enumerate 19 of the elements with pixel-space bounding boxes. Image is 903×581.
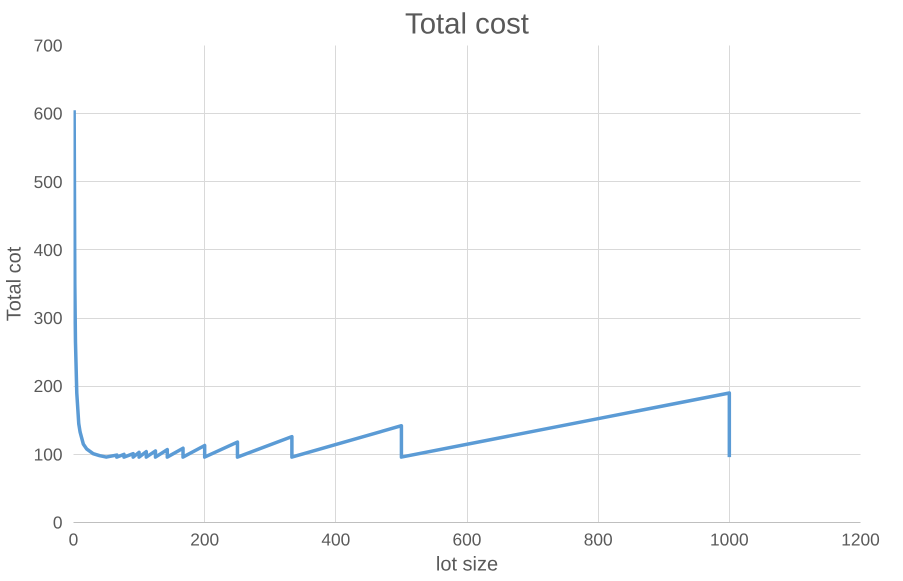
- y-tick-label: 0: [52, 512, 63, 532]
- y-tick-label: 200: [34, 376, 63, 396]
- x-tick-label: 800: [584, 530, 613, 550]
- y-tick-label: 700: [34, 36, 63, 56]
- line-series: [74, 108, 732, 459]
- y-tick-label: 600: [34, 104, 63, 124]
- x-tick-label: 200: [190, 530, 220, 550]
- y-tick-label: 500: [34, 172, 63, 192]
- x-tick-label: 400: [321, 530, 350, 550]
- x-axis-title: lot size: [436, 554, 498, 576]
- y-tick-label: 400: [34, 240, 63, 260]
- x-tick-label: 1000: [710, 530, 749, 550]
- x-tick-label: 600: [452, 530, 482, 550]
- y-axis-title: Total cot: [4, 246, 26, 322]
- chart-title: Total cost: [405, 8, 529, 40]
- y-tick-label: 100: [34, 444, 63, 464]
- x-tick-label: 1200: [841, 530, 880, 550]
- y-tick-label: 300: [34, 308, 63, 328]
- x-tick-label: 0: [68, 530, 78, 550]
